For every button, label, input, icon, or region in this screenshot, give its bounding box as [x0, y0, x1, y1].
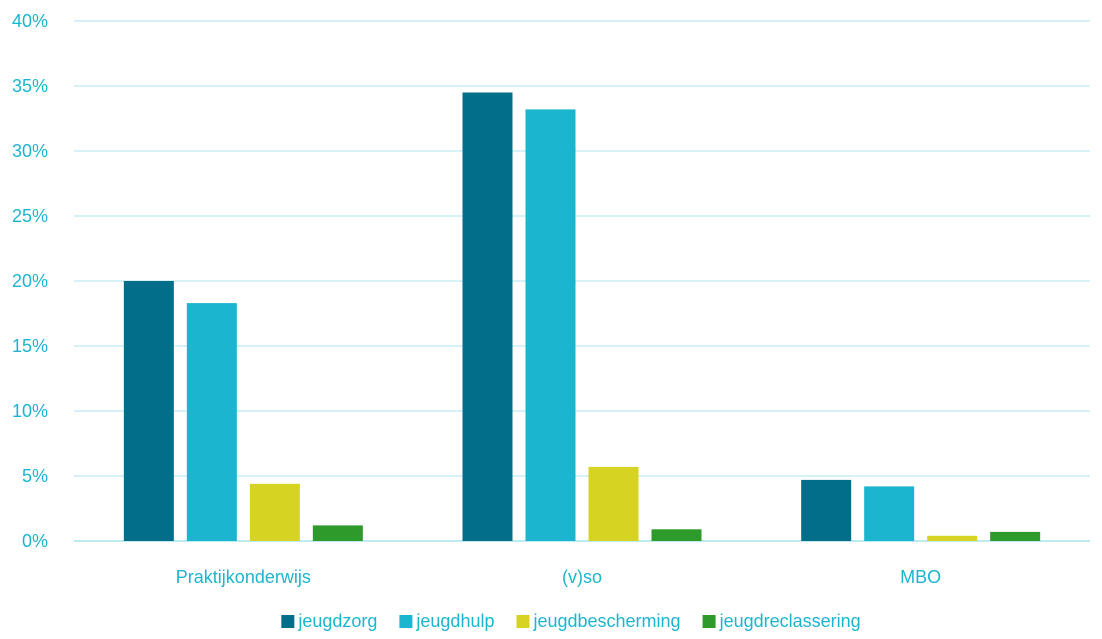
bar-jeugdzorg-1: [462, 92, 513, 541]
y-tick-label: 20%: [12, 271, 48, 291]
legend-label: jeugdbescherming: [532, 611, 680, 631]
legend: jeugdzorg jeugdhulp jeugdbescherming jeugdr…: [281, 611, 861, 631]
bar-jeugdzorg-2: [801, 479, 852, 541]
bar-jeugdhulp-1: [525, 109, 576, 542]
legend-item-jeugdbescherming: jeugdbescherming: [516, 611, 681, 631]
legend-swatch: [281, 615, 295, 628]
y-tick-label: 35%: [12, 76, 48, 96]
y-tick-label: 30%: [12, 141, 48, 161]
bar-jeugdzorg-0: [123, 281, 174, 541]
bar-jeugdreclassering-2: [990, 531, 1041, 541]
bar-jeugdbescherming-1: [588, 466, 639, 541]
y-tick-label: 0%: [22, 531, 48, 551]
bars: [123, 92, 1041, 542]
x-tick-label: (v)so: [562, 567, 602, 587]
bar-jeugdhulp-2: [864, 486, 915, 541]
bar-jeugdreclassering-1: [651, 529, 702, 541]
legend-item-jeugdzorg: jeugdzorg: [281, 611, 377, 631]
x-tick-label: MBO: [900, 567, 941, 587]
bar-jeugdbescherming-2: [927, 535, 978, 541]
y-tick-label: 10%: [12, 401, 48, 421]
bar-jeugdhulp-0: [186, 303, 237, 541]
legend-label: jeugdreclassering: [719, 611, 861, 631]
y-axis-tick-labels: 0% 5% 10% 15% 20% 25% 30% 35% 40%: [12, 11, 48, 551]
y-tick-label: 25%: [12, 206, 48, 226]
legend-swatch: [399, 615, 413, 628]
y-tick-label: 40%: [12, 11, 48, 31]
y-tick-label: 15%: [12, 336, 48, 356]
x-tick-label: Praktijkonderwijs: [176, 567, 311, 587]
legend-swatch: [516, 615, 530, 628]
x-axis: Praktijkonderwijs (v)so MBO: [176, 567, 941, 587]
legend-swatch: [702, 615, 716, 628]
legend-label: jeugdzorg: [297, 611, 377, 631]
y-tick-label: 5%: [22, 466, 48, 486]
legend-label: jeugdhulp: [415, 611, 494, 631]
bar-jeugdreclassering-0: [312, 525, 363, 541]
legend-item-jeugdreclassering: jeugdreclassering: [702, 611, 861, 631]
bar-jeugdbescherming-0: [249, 483, 300, 541]
gridlines: [74, 20, 1090, 542]
legend-item-jeugdhulp: jeugdhulp: [399, 611, 494, 631]
